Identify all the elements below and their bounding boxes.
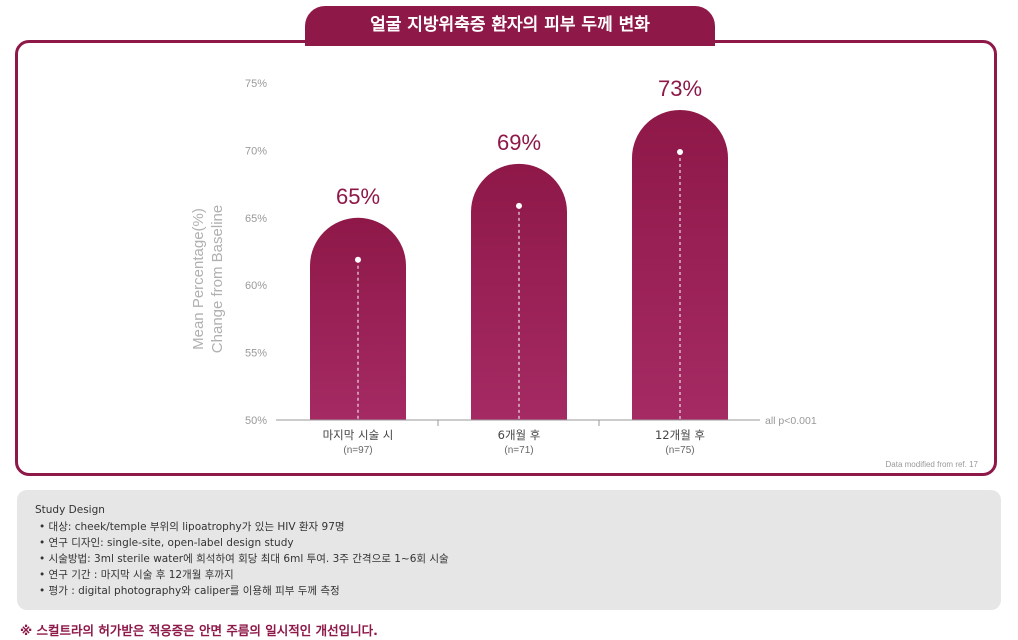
bar-marker <box>516 202 522 209</box>
bar <box>310 217 406 420</box>
source-note: Data modified from ref. 17 <box>886 460 979 469</box>
bar-marker <box>355 256 361 263</box>
bar-chart: Mean Percentage(%) Change from Baseline … <box>190 76 979 469</box>
x-category-label: 12개월 후 <box>655 428 705 442</box>
study-item-design: • 연구 디자인: single-site, open-label design… <box>39 537 294 549</box>
y-tick-label: 60% <box>245 280 267 292</box>
x-sample-size-label: (n=71) <box>504 445 533 456</box>
y-tick-label: 55% <box>245 348 267 360</box>
chart-frame: Mean Percentage(%) Change from Baseline … <box>15 40 997 476</box>
bar-value-label: 65% <box>336 184 380 209</box>
x-sample-size-label: (n=75) <box>665 445 694 456</box>
significance-annotation: all p<0.001 <box>765 415 817 427</box>
study-design-box: Study Design • 대상: cheek/temple 부위의 lipo… <box>17 490 1001 610</box>
bar-value-label: 69% <box>497 130 541 155</box>
y-axis-title: Mean Percentage(%) Change from Baseline <box>190 205 226 353</box>
y-tick-label: 70% <box>245 145 267 157</box>
y-axis-title-line1: Mean Percentage(%) <box>190 208 207 350</box>
y-axis-title-line2: Change from Baseline <box>209 205 226 353</box>
x-sample-size-label: (n=97) <box>343 445 372 456</box>
y-tick-label: 50% <box>245 415 267 427</box>
bar-marker <box>677 148 683 155</box>
study-item-evaluation: • 평가 : digital photography와 caliper를 이용해… <box>39 585 340 597</box>
x-category-label: 6개월 후 <box>498 428 541 442</box>
chart-title: 얼굴 지방위축증 환자의 피부 두께 변화 <box>305 6 715 46</box>
study-item-method: • 시술방법: 3ml sterile water에 희석하여 회당 최대 6m… <box>39 553 449 565</box>
study-design-heading: Study Design <box>35 504 105 516</box>
study-item-subjects: • 대상: cheek/temple 부위의 lipoatrophy가 있는 H… <box>39 521 345 533</box>
bar <box>632 109 728 421</box>
indication-note: ※ 스컬트라의 허가받은 적응증은 안면 주름의 일시적인 개선입니다. <box>20 623 378 638</box>
y-tick-label: 65% <box>245 213 267 225</box>
study-item-period: • 연구 기간 : 마지막 시술 후 12개월 후까지 <box>39 569 234 581</box>
x-category-label: 마지막 시술 시 <box>323 428 394 442</box>
y-tick-label: 75% <box>245 78 267 90</box>
bar-value-label: 73% <box>658 76 702 101</box>
